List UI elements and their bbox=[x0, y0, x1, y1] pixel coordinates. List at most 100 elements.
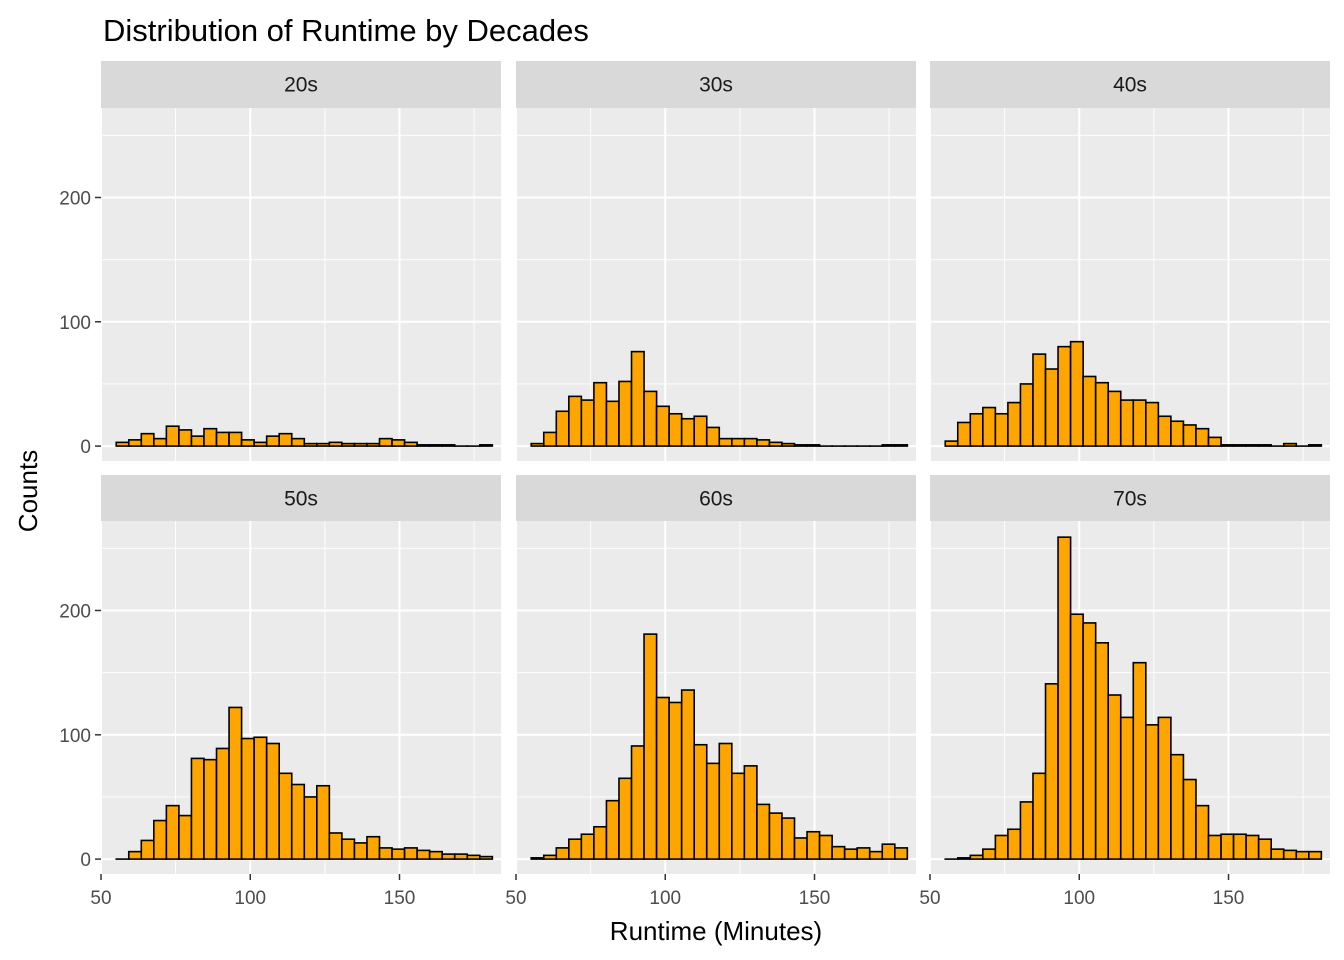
histogram-bar bbox=[1170, 753, 1185, 860]
histogram-bar bbox=[643, 633, 658, 860]
histogram-bar bbox=[568, 395, 583, 447]
x-tick-label: 150 bbox=[384, 888, 416, 909]
histogram-bar bbox=[969, 412, 984, 447]
histogram-bar bbox=[705, 426, 721, 447]
histogram-bar bbox=[466, 854, 481, 860]
histogram-bar bbox=[630, 745, 645, 860]
histogram-bar bbox=[868, 850, 884, 860]
histogram-bar bbox=[969, 854, 984, 860]
histogram-bar bbox=[1019, 801, 1034, 860]
histogram-bar bbox=[353, 442, 368, 447]
facet-panel-20s: 20s 0 100 200 bbox=[59, 61, 501, 461]
y-tick-label: 100 bbox=[59, 726, 91, 747]
histogram-bar bbox=[555, 847, 570, 860]
histogram-bar bbox=[693, 743, 708, 860]
histogram-bar bbox=[1170, 420, 1185, 447]
histogram-bar bbox=[1220, 444, 1235, 447]
histogram-bar bbox=[568, 838, 583, 860]
histogram-bar bbox=[530, 857, 545, 860]
facet-panels: 20s 0 100 200 30s 40s 50s 0 100 200 50 100 150 60s 50 1… bbox=[59, 61, 1330, 909]
histogram-bar bbox=[228, 431, 243, 447]
histogram-bar bbox=[956, 857, 972, 860]
histogram-bar bbox=[1282, 442, 1298, 447]
histogram-bar bbox=[316, 442, 331, 447]
facet-panel-40s: 40s bbox=[929, 61, 1330, 461]
histogram-bar bbox=[1195, 804, 1210, 860]
histogram-bar bbox=[1069, 340, 1084, 447]
histogram-bar bbox=[655, 696, 670, 860]
x-tick-label: 50 bbox=[919, 888, 940, 909]
histogram-bar bbox=[731, 772, 746, 860]
histogram-bar bbox=[530, 442, 545, 447]
histogram-bar bbox=[1195, 427, 1210, 447]
facet-strip bbox=[516, 475, 916, 522]
histogram-bar bbox=[265, 435, 281, 447]
histogram-bar bbox=[1007, 828, 1022, 860]
facet-panel-60s: 60s 50 100 150 bbox=[505, 475, 916, 909]
histogram-bar bbox=[1119, 716, 1135, 860]
x-tick-label: 150 bbox=[799, 888, 831, 909]
histogram-bar bbox=[127, 439, 143, 447]
histogram-bar bbox=[328, 441, 343, 447]
histogram-bar bbox=[1145, 401, 1160, 447]
histogram-bar bbox=[542, 431, 558, 447]
histogram-bar bbox=[1044, 683, 1059, 860]
histogram-bar bbox=[479, 444, 494, 447]
histogram-bar bbox=[240, 439, 255, 447]
histogram-bar bbox=[806, 830, 821, 860]
histogram-bar bbox=[630, 350, 645, 447]
histogram-bar bbox=[341, 838, 356, 860]
histogram-bar bbox=[718, 742, 733, 860]
histogram-bar bbox=[441, 444, 456, 447]
histogram-bar bbox=[768, 812, 783, 860]
histogram-bar bbox=[203, 427, 218, 447]
histogram-bar bbox=[768, 441, 783, 447]
histogram-bar bbox=[316, 784, 331, 860]
facet-strip-label: 60s bbox=[699, 488, 733, 511]
histogram-bar bbox=[265, 742, 281, 860]
histogram-bar bbox=[593, 825, 608, 860]
histogram-bar bbox=[668, 701, 683, 860]
histogram-bar bbox=[215, 747, 230, 860]
histogram-bar bbox=[605, 799, 620, 860]
facet-strip bbox=[930, 475, 1330, 522]
histogram-bar bbox=[416, 444, 431, 447]
histogram-bar bbox=[178, 814, 193, 860]
histogram-bar bbox=[290, 437, 306, 447]
histogram-bar bbox=[668, 412, 683, 447]
facet-panel-50s: 50s 0 100 200 50 100 150 bbox=[59, 475, 501, 909]
x-tick-label: 50 bbox=[90, 888, 111, 909]
facet-strip-label: 30s bbox=[699, 74, 733, 97]
histogram-bar bbox=[165, 425, 180, 447]
histogram-bar bbox=[1270, 848, 1285, 860]
histogram-bar bbox=[956, 421, 972, 447]
histogram-bar bbox=[881, 444, 896, 447]
histogram-bar bbox=[743, 437, 758, 447]
y-tick-label: 200 bbox=[59, 601, 91, 622]
histogram-bar bbox=[278, 432, 293, 447]
histogram-bar bbox=[1157, 415, 1172, 447]
histogram-bar bbox=[680, 417, 696, 447]
histogram-bar bbox=[153, 437, 168, 447]
histogram-bar bbox=[605, 400, 620, 447]
histogram-bar bbox=[391, 848, 406, 860]
x-tick-label: 100 bbox=[1063, 888, 1095, 909]
histogram-bar bbox=[1308, 850, 1323, 860]
histogram-bar bbox=[1007, 401, 1022, 447]
histogram-bar bbox=[618, 380, 633, 447]
histogram-bar bbox=[1207, 834, 1222, 860]
facet-strip-label: 20s bbox=[284, 74, 318, 97]
histogram-bar bbox=[994, 412, 1009, 447]
histogram-bar bbox=[781, 442, 796, 447]
histogram-bar bbox=[190, 435, 205, 447]
y-tick-label: 0 bbox=[80, 850, 91, 871]
facet-strip-label: 40s bbox=[1113, 74, 1147, 97]
histogram-bar bbox=[1019, 383, 1034, 447]
histogram-bar bbox=[253, 736, 268, 860]
histogram-bar bbox=[593, 381, 608, 447]
histogram-bar bbox=[982, 848, 997, 860]
histogram-bar bbox=[856, 847, 871, 860]
histogram-bar bbox=[278, 772, 293, 860]
facet-panel-70s: 70s 50 100 150 bbox=[919, 475, 1330, 909]
histogram-bar bbox=[303, 796, 318, 860]
